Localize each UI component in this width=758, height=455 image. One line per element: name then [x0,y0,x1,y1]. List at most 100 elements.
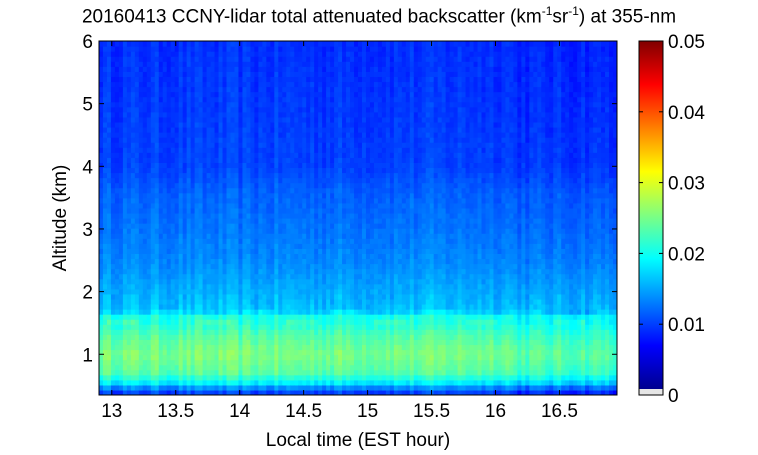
heatmap-cell [286,106,291,113]
heatmap-cell [322,233,327,239]
heatmap-cell [282,202,287,209]
heatmap-cell [222,157,228,163]
heatmap-cell [306,253,311,260]
heatmap-cell [162,364,168,371]
heatmap-cell [218,66,224,72]
heatmap-cell [170,137,176,143]
heatmap-cell [230,223,236,229]
heatmap-cell [198,298,204,305]
heatmap-cell [234,147,240,153]
heatmap-cell [346,364,351,371]
heatmap-cell [365,303,371,310]
heatmap-cell [302,369,307,376]
heatmap-cell [122,142,128,148]
heatmap-cell [214,41,220,47]
heatmap-cell [369,283,375,290]
heatmap-cell [338,121,343,128]
heatmap-cell [190,167,196,174]
heatmap-cell [270,116,275,123]
heatmap-cell [206,71,212,77]
heatmap-cell [138,202,144,209]
heatmap-cell [377,152,383,158]
heatmap-cell [150,314,156,320]
heatmap-cell [182,303,188,310]
heatmap-cell [182,243,188,249]
heatmap-cell [278,293,283,300]
heatmap-cell [154,197,160,204]
heatmap-cell [206,132,212,138]
heatmap-cell [250,349,255,356]
heatmap-cell [306,298,311,305]
heatmap-cell [150,288,156,295]
heatmap-cell [186,137,192,143]
heatmap-cell [326,101,331,108]
heatmap-cell [358,157,363,163]
heatmap-cell [254,86,259,93]
heatmap-cell [306,56,311,62]
heatmap-cell [166,132,172,138]
heatmap-cell [194,111,200,118]
heatmap-cell [198,334,204,340]
heatmap-cell [202,278,208,285]
heatmap-cell [306,126,311,133]
heatmap-cell [314,324,319,330]
heatmap-cell [190,46,196,52]
heatmap-cell [326,182,331,189]
heatmap-cell [361,319,367,325]
heatmap-cell [194,334,200,340]
heatmap-cell [270,192,275,199]
heatmap-cell [278,223,283,229]
heatmap-cell [118,41,124,47]
heatmap-cell [186,319,192,325]
heatmap-cell [130,389,136,395]
heatmap-cell [126,66,132,72]
heatmap-cell [290,172,295,179]
heatmap-cell [202,116,208,123]
heatmap-cell [146,319,152,325]
heatmap-cell [242,243,248,249]
heatmap-cell [361,344,367,351]
heatmap-cell [134,349,140,356]
heatmap-cell [186,349,192,356]
heatmap-cell [102,81,108,88]
heatmap-cell [118,121,124,128]
heatmap-cell [314,126,319,133]
heatmap-cell [146,298,152,305]
heatmap-cell [122,167,128,174]
heatmap-cell [190,374,196,381]
heatmap-cell [218,288,224,295]
heatmap-cell [354,364,359,371]
heatmap-cell [298,309,303,315]
heatmap-cell [350,324,355,330]
heatmap-cell [118,303,124,310]
heatmap-cell [154,51,160,57]
heatmap-cell [226,228,232,234]
heatmap-cell [369,293,375,300]
heatmap-cell [338,223,343,229]
heatmap-cell [342,212,347,219]
heatmap-cell [298,364,303,371]
heatmap-cell [99,66,104,72]
heatmap-cell [118,96,124,103]
heatmap-cell [286,157,291,163]
heatmap-cell [218,248,224,254]
heatmap-cell [122,303,128,310]
heatmap-cell [226,364,232,371]
heatmap-cell [294,187,299,194]
heatmap-cell [346,268,351,275]
heatmap-cell [274,177,279,184]
heatmap-cell [365,359,371,366]
heatmap-cell [218,268,224,275]
heatmap-cell [114,233,120,239]
heatmap-cell [262,61,267,67]
heatmap-cell [302,293,307,300]
heatmap-cell [162,238,168,244]
heatmap-cell [150,66,156,72]
heatmap-cell [170,116,176,123]
heatmap-cell [166,101,172,108]
heatmap-cell [222,66,228,72]
heatmap-cell [306,233,311,239]
heatmap-cell [354,101,359,108]
heatmap-cell [174,101,180,108]
heatmap-cell [178,167,184,174]
